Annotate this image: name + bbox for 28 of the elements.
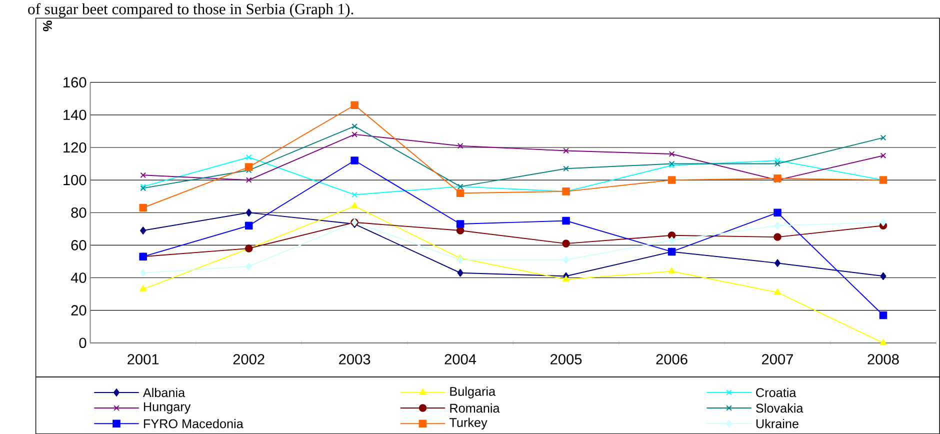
y-tick-label: 120 [64,142,86,152]
legend-label: Albania [142,388,186,397]
x-tick-label: 2007 [762,354,793,364]
legend-label: Hungary [144,402,191,414]
x-tick-label: 2002 [233,354,264,364]
x-tick-label: 2001 [128,354,159,364]
y-tick-label: 40 [70,272,86,283]
y-tick-label: 60 [71,240,86,250]
y-tick-label: 80 [71,207,86,218]
legend-label: Romania [450,403,500,413]
legend-label: Bulgaria [450,386,496,398]
x-tick-label: 2008 [868,354,899,364]
y-tick-label: 100 [64,174,86,186]
legend-label: Turkey [449,418,488,430]
y-tick-label: 20 [71,305,86,316]
text: of sugar beet compared to those in Serbia (Graph 1). [28,3,354,18]
legend-label: FYRO Macedonia [144,418,244,428]
x-tick-label: 2006 [656,354,688,364]
y-tick-label: 160 [64,77,86,88]
legend-label: Ukraine [756,418,798,428]
x-tick-label: 2004 [444,354,476,364]
y-tick-label: 140 [64,110,86,120]
x-tick-label: 2005 [550,354,582,364]
x-tick-label: 2003 [339,354,370,364]
y-axis-title: % [43,20,52,32]
y-tick-label: 0 [79,338,86,348]
legend-label: Slovakia [756,403,804,413]
legend-label: Croatia [756,388,796,397]
